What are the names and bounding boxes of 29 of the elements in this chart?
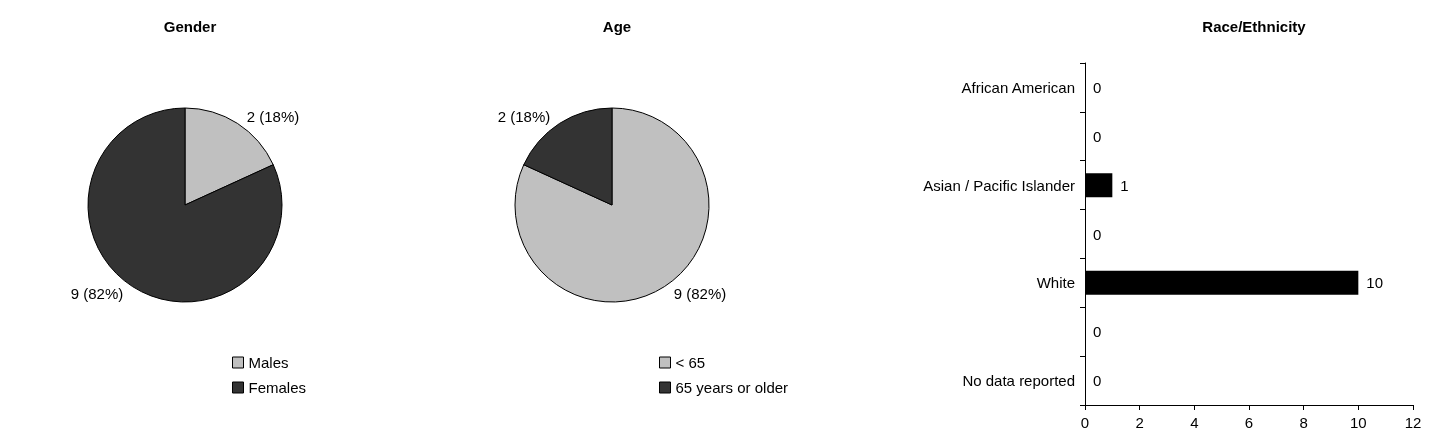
data-label: 2 (18%) (497, 108, 551, 126)
data-label: 0 (1093, 225, 1102, 243)
x-tick-label: 4 (1190, 414, 1199, 431)
data-label: 2 (18%) (246, 108, 300, 126)
data-label: 0 (1093, 78, 1102, 96)
x-tick-label: 10 (1349, 414, 1367, 431)
data-label: 0 (1093, 323, 1102, 341)
data-label: 9 (82%) (673, 284, 727, 302)
y-tick-label: No data reported (962, 372, 1075, 390)
x-tick-label: 8 (1299, 414, 1308, 431)
legend-label: Females (248, 379, 307, 396)
data-label: 9 (82%) (70, 284, 124, 302)
data-label: 0 (1093, 372, 1102, 390)
data-label: 10 (1366, 274, 1384, 292)
x-tick-label: 12 (1404, 414, 1422, 431)
chart-title: Race/Ethnicity (1202, 18, 1307, 35)
data-label: 1 (1120, 176, 1129, 194)
y-tick-label: White (1036, 274, 1075, 292)
data-label: 0 (1093, 127, 1102, 145)
x-tick-label: 0 (1080, 414, 1090, 431)
legend-label: Males (248, 354, 289, 371)
legend-label: < 65 (675, 354, 706, 371)
legend-label: 65 years or older (675, 379, 789, 396)
y-tick-label: Asian / Pacific Islander (923, 176, 1075, 194)
x-tick-label: 6 (1244, 414, 1254, 431)
x-tick-label: 2 (1135, 414, 1144, 431)
chart-title: Gender (163, 18, 217, 35)
y-tick-label: African American (961, 78, 1075, 96)
chart-title: Age (602, 18, 632, 35)
